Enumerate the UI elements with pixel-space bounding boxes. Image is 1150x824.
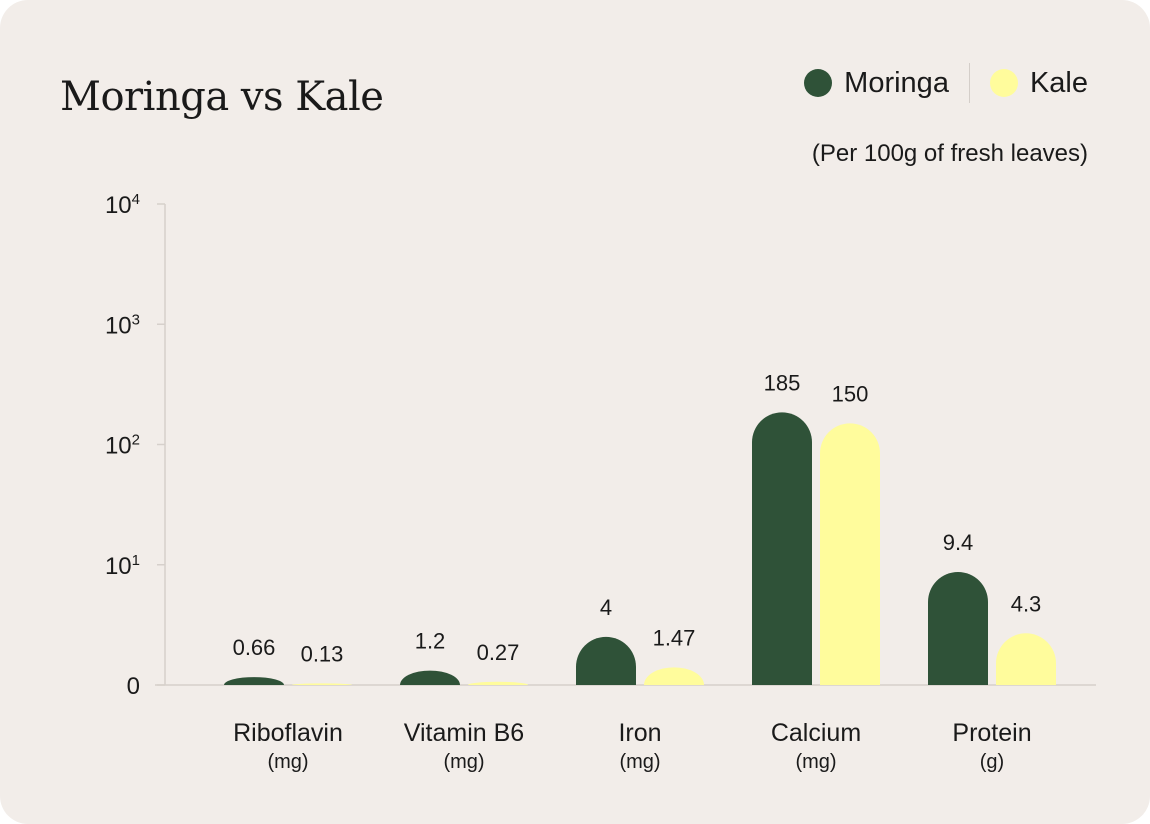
data-label-moringa: 9.4 <box>943 530 974 555</box>
legend-divider <box>968 63 970 103</box>
legend-item-moringa: Moringa <box>804 67 949 100</box>
bar-kale-protein <box>996 633 1056 685</box>
x-tick-label: Calcium <box>771 719 861 747</box>
x-tick-unit: (mg) <box>267 751 308 773</box>
bar-moringa-protein <box>928 571 988 685</box>
data-label-moringa: 0.66 <box>233 635 276 660</box>
bar-moringa-vitamin-b6 <box>400 670 460 685</box>
data-label-kale: 4.3 <box>1011 591 1042 616</box>
data-label-moringa: 185 <box>764 370 801 395</box>
bar-kale-calcium <box>820 423 880 685</box>
y-tick-label: 102 <box>105 432 140 460</box>
x-tick-unit: (mg) <box>795 751 836 773</box>
bar-moringa-calcium <box>752 412 812 685</box>
bar-kale-iron <box>644 667 704 685</box>
bar-kale-vitamin-b6 <box>468 681 528 685</box>
data-label-moringa: 1.2 <box>415 629 446 654</box>
x-tick-unit: (g) <box>980 751 1004 773</box>
legend-swatch-moringa <box>804 69 833 97</box>
data-label-kale: 150 <box>832 381 869 406</box>
legend-label-moringa: Moringa <box>844 66 949 99</box>
x-tick-unit: (mg) <box>443 751 484 773</box>
legend: Moringa Kale <box>804 62 1088 104</box>
data-label-kale: 0.13 <box>301 641 344 666</box>
bar-moringa-iron <box>576 636 636 685</box>
y-tick-label: 0 <box>127 673 140 700</box>
legend-swatch-kale <box>989 69 1018 97</box>
chart-title: Moringa vs Kale <box>60 74 384 120</box>
x-tick-label: Iron <box>618 719 661 747</box>
y-tick-label: 104 <box>105 191 140 219</box>
chart-subtitle: (Per 100g of fresh leaves) <box>811 140 1088 167</box>
x-tick-unit: (mg) <box>619 751 660 773</box>
x-tick-label: Vitamin B6 <box>404 719 524 747</box>
bar-kale-riboflavin <box>292 683 352 685</box>
data-label-moringa: 4 <box>600 595 612 620</box>
x-tick-label: Riboflavin <box>233 719 343 747</box>
legend-item-kale: Kale <box>989 66 1088 100</box>
bar-moringa-riboflavin <box>224 677 284 685</box>
y-tick-label: 101 <box>105 552 140 580</box>
x-tick-label: Protein <box>952 719 1031 747</box>
data-label-kale: 0.27 <box>477 640 520 665</box>
legend-label-kale: Kale <box>1029 66 1088 99</box>
data-label-kale: 1.47 <box>653 625 696 650</box>
y-tick-label: 103 <box>105 311 140 339</box>
